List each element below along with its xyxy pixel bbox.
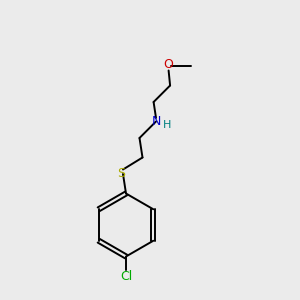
Text: N: N — [151, 115, 161, 128]
Text: O: O — [164, 58, 173, 71]
Text: S: S — [118, 167, 125, 180]
Text: Cl: Cl — [120, 270, 132, 283]
Text: H: H — [163, 120, 172, 130]
